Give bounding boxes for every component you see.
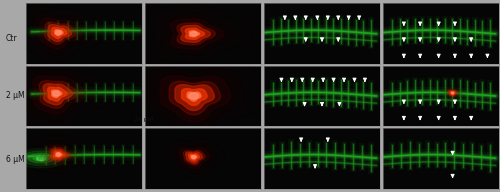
Text: 2e μM: 2e μM — [134, 118, 153, 122]
Polygon shape — [56, 153, 62, 156]
Polygon shape — [188, 154, 200, 161]
Polygon shape — [36, 156, 46, 161]
Polygon shape — [191, 155, 197, 159]
Polygon shape — [444, 87, 462, 100]
Polygon shape — [181, 25, 210, 42]
Polygon shape — [28, 153, 54, 163]
Polygon shape — [56, 31, 62, 35]
Polygon shape — [48, 147, 71, 162]
Polygon shape — [182, 89, 207, 105]
Polygon shape — [186, 28, 204, 39]
Polygon shape — [39, 18, 82, 49]
Polygon shape — [192, 156, 196, 158]
Polygon shape — [52, 90, 62, 98]
Polygon shape — [174, 144, 216, 173]
Polygon shape — [23, 69, 97, 122]
Polygon shape — [177, 23, 216, 45]
Polygon shape — [186, 152, 202, 163]
Polygon shape — [175, 85, 214, 110]
Polygon shape — [32, 12, 91, 55]
Polygon shape — [449, 91, 456, 96]
Polygon shape — [452, 92, 454, 94]
Polygon shape — [183, 150, 205, 165]
Polygon shape — [452, 92, 454, 94]
Polygon shape — [32, 76, 86, 114]
Polygon shape — [39, 81, 78, 108]
Polygon shape — [48, 87, 67, 101]
Polygon shape — [33, 155, 49, 161]
Polygon shape — [15, 148, 67, 168]
Polygon shape — [160, 75, 231, 122]
Text: Ctr: Ctr — [6, 34, 18, 43]
Polygon shape — [446, 89, 460, 98]
Polygon shape — [54, 30, 63, 36]
Text: 2 μM: 2 μM — [6, 92, 25, 100]
Polygon shape — [56, 153, 60, 156]
Polygon shape — [189, 93, 198, 99]
Polygon shape — [162, 13, 236, 55]
Polygon shape — [169, 81, 220, 115]
Polygon shape — [48, 25, 72, 42]
Polygon shape — [52, 91, 60, 96]
Polygon shape — [179, 148, 210, 169]
Polygon shape — [189, 31, 200, 37]
Polygon shape — [22, 151, 60, 166]
Polygon shape — [44, 22, 76, 44]
Polygon shape — [44, 145, 76, 164]
Polygon shape — [146, 68, 246, 132]
Polygon shape — [38, 141, 83, 168]
Polygon shape — [170, 19, 224, 49]
Polygon shape — [450, 92, 455, 95]
Polygon shape — [50, 149, 68, 160]
Polygon shape — [187, 92, 201, 101]
Polygon shape — [190, 32, 197, 36]
Polygon shape — [43, 84, 72, 105]
Polygon shape — [448, 90, 458, 97]
Text: 6 μM: 6 μM — [6, 155, 25, 164]
Polygon shape — [52, 27, 67, 38]
Polygon shape — [54, 151, 65, 158]
